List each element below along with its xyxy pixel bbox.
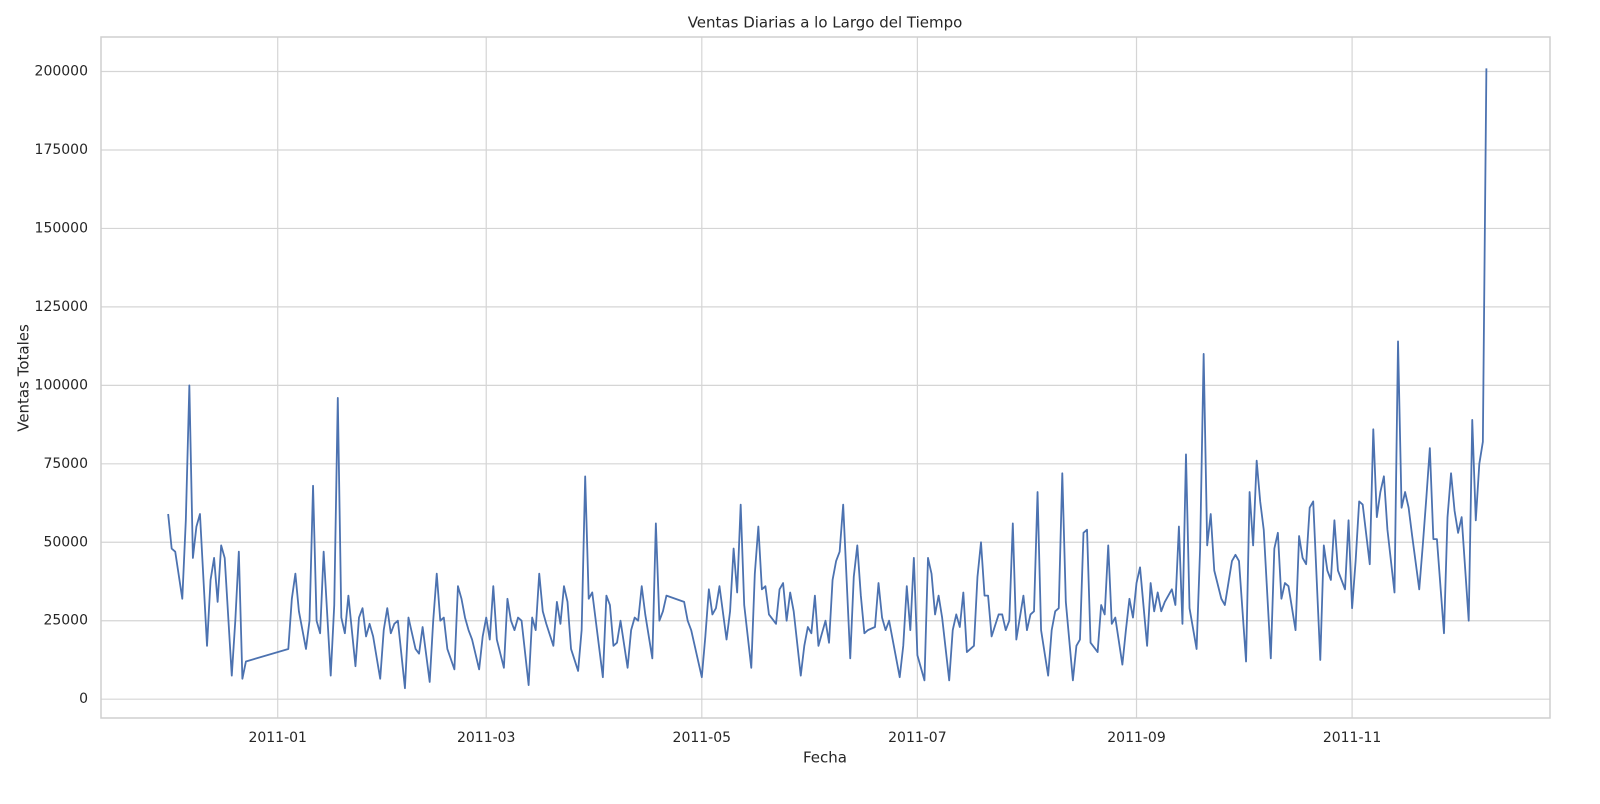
plot-frame: [100, 36, 1551, 719]
y-tick-label: 125000: [35, 299, 88, 315]
x-axis-label: Fecha: [803, 749, 847, 767]
x-tick-label: 2011-09: [1107, 730, 1166, 746]
x-tick-label: 2011-05: [673, 730, 732, 746]
x-tick-label: 2011-07: [888, 730, 947, 746]
x-tick-label: 2011-01: [248, 730, 307, 746]
y-tick-label: 175000: [35, 142, 88, 158]
y-tick-label: 50000: [43, 534, 88, 550]
y-tick-label: 25000: [43, 613, 88, 629]
y-axis-label: Ventas Totales: [15, 324, 33, 432]
y-tick-label: 150000: [35, 220, 88, 236]
y-tick-label: 75000: [43, 456, 88, 472]
sales-line: [167, 68, 1488, 690]
x-tick-label: 2011-11: [1323, 730, 1382, 746]
chart-title: Ventas Diarias a lo Largo del Tiempo: [688, 14, 963, 32]
x-tick-label: 2011-03: [457, 730, 516, 746]
y-tick-label: 200000: [35, 64, 88, 80]
y-tick-label: 100000: [35, 377, 88, 393]
y-tick-label: 0: [79, 691, 88, 707]
